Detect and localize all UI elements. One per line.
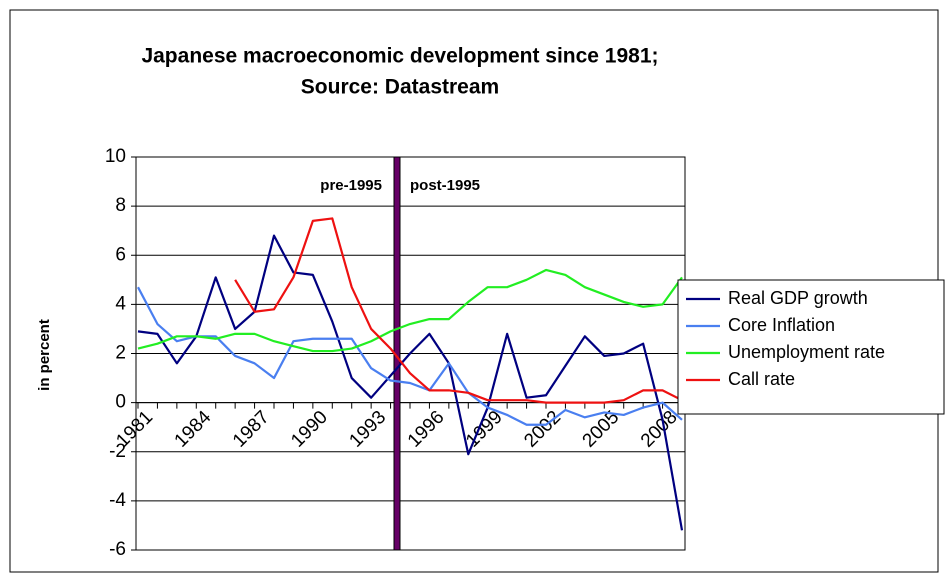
legend-box [677,279,945,415]
series-line [137,268,683,353]
legend-label: Call rate [728,369,795,389]
y-tick-label: 8 [115,195,126,216]
legend-label: Core Inflation [728,315,835,335]
y-tick-label: 2 [115,343,126,364]
legend-label: Real GDP growth [728,288,868,308]
y-axis-label: in percent [36,319,53,391]
series-line [137,286,683,426]
y-tick-label: -2 [109,441,126,462]
annotation: post-1995 [410,177,480,194]
series-line [234,217,683,404]
y-tick-label: 4 [115,293,126,314]
y-tick-label: -6 [109,539,126,560]
chart-subtitle: Source: Datastream [301,76,499,99]
y-tick-label: 10 [105,146,126,167]
series-line [137,234,684,531]
y-tick-label: 0 [115,392,126,413]
y-tick-label: 6 [115,244,126,265]
annotation: pre-1995 [320,177,382,194]
chart-title: Japanese macroeconomic development since… [141,45,658,68]
legend-label: Unemployment rate [728,342,885,362]
y-tick-label: -4 [109,490,126,511]
